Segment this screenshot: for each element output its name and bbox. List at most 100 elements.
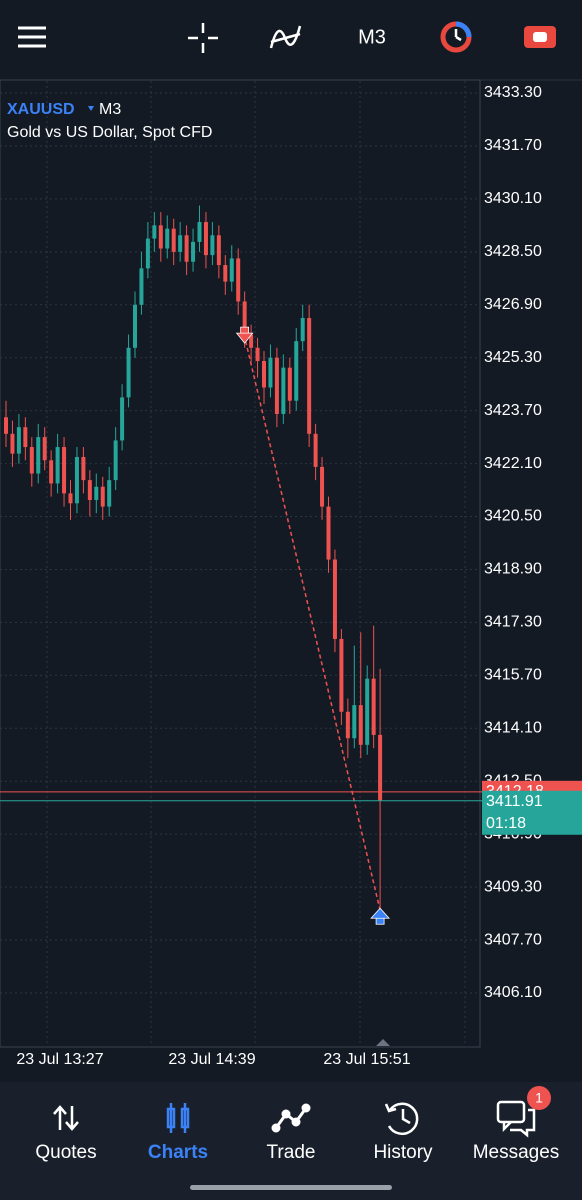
candle-body bbox=[326, 506, 331, 560]
y-tick-label: 3406.10 bbox=[484, 984, 542, 1001]
candle-body bbox=[320, 466, 325, 507]
candle-body bbox=[184, 235, 189, 262]
candle-body bbox=[365, 678, 370, 745]
candle-body bbox=[4, 417, 8, 434]
candle-body bbox=[42, 437, 47, 461]
y-tick-label: 3430.10 bbox=[484, 190, 542, 207]
nav-label[interactable]: Trade bbox=[267, 1142, 316, 1163]
candle-body bbox=[294, 341, 299, 401]
menu-button[interactable] bbox=[18, 26, 46, 48]
bid-label: 3411.91 bbox=[486, 793, 543, 810]
plot-area bbox=[0, 79, 481, 1048]
y-tick-label: 3422.10 bbox=[484, 455, 542, 472]
bottom-nav bbox=[0, 1082, 582, 1200]
candle-body bbox=[16, 427, 21, 454]
candle-body bbox=[113, 440, 118, 481]
crosshair-button[interactable] bbox=[188, 23, 218, 53]
candle-body bbox=[23, 427, 28, 448]
candle-body bbox=[107, 480, 112, 507]
candle-body bbox=[358, 705, 363, 745]
candle-body bbox=[249, 334, 254, 348]
y-tick-label: 3418.90 bbox=[484, 561, 542, 578]
candle-body bbox=[268, 357, 273, 388]
candle-body bbox=[281, 367, 286, 414]
candle-body bbox=[307, 318, 312, 434]
messages-icon[interactable] bbox=[496, 1100, 536, 1138]
y-tick-label: 3414.10 bbox=[484, 720, 542, 737]
y-tick-label: 3426.90 bbox=[484, 296, 542, 313]
indicators-button[interactable] bbox=[269, 25, 302, 49]
candle-body bbox=[152, 225, 157, 239]
history-icon[interactable] bbox=[384, 1102, 419, 1136]
candle-body bbox=[139, 268, 144, 305]
bid-box bbox=[482, 790, 582, 835]
candle-body bbox=[36, 437, 41, 474]
candle-body bbox=[81, 456, 86, 481]
candle-body bbox=[352, 705, 357, 739]
candle-body bbox=[100, 486, 105, 507]
nav-label[interactable]: Charts bbox=[148, 1142, 208, 1163]
candle-body bbox=[49, 460, 54, 484]
y-tick-label: 3423.70 bbox=[484, 402, 542, 419]
buy-arrow bbox=[370, 907, 390, 925]
candle-body bbox=[274, 357, 279, 414]
candle-body bbox=[158, 225, 163, 249]
candle-body bbox=[339, 638, 344, 712]
y-tick-label: 3409.30 bbox=[484, 878, 542, 895]
candle-body bbox=[203, 222, 208, 256]
candle-body bbox=[223, 265, 228, 282]
symbol[interactable]: XAUUSD bbox=[7, 101, 75, 118]
chart-title: Gold vs US Dollar, Spot CFD bbox=[7, 124, 212, 141]
candle-body bbox=[133, 304, 137, 348]
x-tick-label: 23 Jul 13:27 bbox=[16, 1051, 103, 1068]
candle-body bbox=[120, 397, 125, 441]
candle-body bbox=[171, 228, 176, 252]
trade-icon[interactable] bbox=[271, 1103, 311, 1133]
timeframe: M3 bbox=[99, 101, 121, 118]
timer: 01:18 bbox=[486, 815, 526, 832]
nav-label[interactable]: Messages bbox=[473, 1142, 560, 1163]
candle-body bbox=[10, 433, 15, 454]
candle-body bbox=[255, 347, 260, 362]
y-tick-label: 3433.30 bbox=[484, 84, 542, 101]
candle-body bbox=[210, 235, 215, 256]
charts-icon[interactable] bbox=[166, 1103, 190, 1133]
candle-body bbox=[300, 318, 305, 342]
candle-body bbox=[191, 241, 196, 262]
nav-label[interactable]: History bbox=[373, 1142, 433, 1163]
candle-body bbox=[74, 456, 79, 504]
quotes-icon[interactable] bbox=[53, 1105, 79, 1131]
x-tick-label: 23 Jul 14:39 bbox=[168, 1051, 255, 1068]
x-tick-label: 23 Jul 15:51 bbox=[323, 1051, 410, 1068]
candle-body bbox=[145, 238, 150, 269]
candle-body bbox=[197, 222, 202, 242]
one-click-button[interactable] bbox=[440, 21, 472, 53]
scroll-marker bbox=[376, 1039, 390, 1046]
badge bbox=[527, 1086, 551, 1110]
candle-body bbox=[229, 258, 234, 282]
symbol-dropdown[interactable] bbox=[88, 106, 94, 111]
nav-label[interactable]: Quotes bbox=[35, 1142, 96, 1163]
badge-count: 1 bbox=[535, 1090, 543, 1106]
timeframe-button[interactable]: M3 bbox=[358, 26, 386, 48]
trade-button[interactable] bbox=[524, 26, 556, 48]
candle-body bbox=[378, 734, 383, 801]
y-tick-label: 3425.30 bbox=[484, 349, 542, 366]
y-tick-label: 3415.70 bbox=[484, 667, 542, 684]
candle-body bbox=[165, 228, 170, 249]
y-tick-label: 3407.70 bbox=[484, 931, 542, 948]
candle-body bbox=[94, 486, 99, 500]
candle-body bbox=[236, 258, 241, 302]
candle-body bbox=[87, 480, 92, 500]
candle-body bbox=[313, 433, 318, 467]
candle-body bbox=[287, 367, 292, 401]
candle-body bbox=[62, 447, 67, 494]
home-indicator bbox=[190, 1185, 392, 1190]
candle-body bbox=[332, 559, 337, 639]
candle-body bbox=[68, 493, 73, 504]
y-tick-label: 3428.50 bbox=[484, 243, 542, 260]
candle-body bbox=[216, 235, 221, 266]
candle-body bbox=[262, 361, 266, 388]
candle-body bbox=[345, 711, 350, 739]
candle-body bbox=[178, 235, 183, 252]
